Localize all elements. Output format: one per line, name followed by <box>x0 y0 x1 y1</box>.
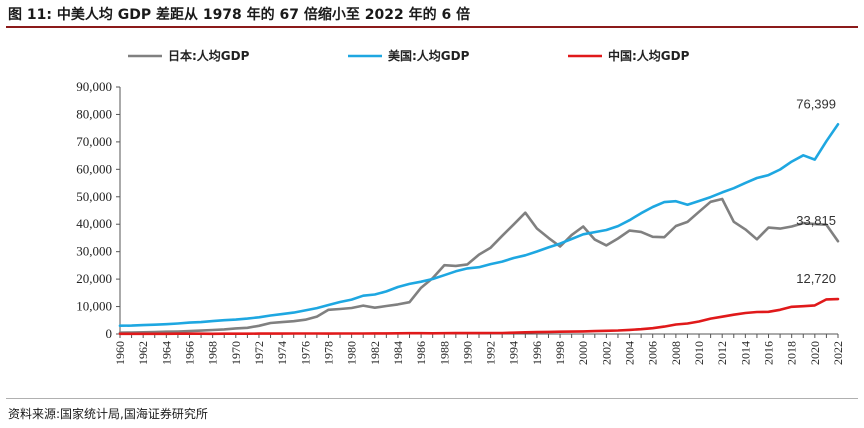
x-tick-label: 1970 <box>229 341 243 365</box>
x-tick-label: 1998 <box>553 341 567 365</box>
x-tick-label: 2020 <box>808 341 822 365</box>
x-tick-label: 1986 <box>414 341 428 365</box>
axes: 0 10,000 20,000 30,000 40,000 50,000 60,000 70,… <box>76 79 845 365</box>
y-tick-label: 60,000 <box>76 161 112 176</box>
y-tick-label: 0 <box>106 326 113 341</box>
data-label-2: 12,720 <box>796 271 836 286</box>
x-tick-label: 1974 <box>275 341 289 365</box>
x-tick-label: 1988 <box>437 341 451 365</box>
y-tick-label: 50,000 <box>76 189 112 204</box>
x-tick-label: 2002 <box>599 341 613 365</box>
x-tick-label: 2000 <box>576 341 590 365</box>
series-line-2 <box>118 297 840 336</box>
x-tick-label: 1984 <box>391 341 405 365</box>
x-tick-label: 1982 <box>368 341 382 365</box>
y-tick-label: 70,000 <box>76 134 112 149</box>
x-tick-label: 1968 <box>206 341 220 365</box>
title-rule <box>6 26 858 28</box>
legend-label-0: 日本:人均GDP <box>168 48 250 63</box>
x-tick-label: 2014 <box>738 341 752 365</box>
x-tick-label: 2008 <box>669 341 683 365</box>
x-tick-label: 2004 <box>623 341 637 365</box>
figure-title: 图 11: 中美人均 GDP 差距从 1978 年的 67 倍缩小至 2022 … <box>8 7 471 23</box>
line-chart: 日本:人均GDP 美国:人均GDP 中国:人均GDP 0 10,000 20,000 30… <box>76 48 845 365</box>
legend-label-2: 中国:人均GDP <box>608 48 690 63</box>
y-tick-label: 80,000 <box>76 106 112 121</box>
x-tick-label: 1972 <box>252 341 266 365</box>
y-tick-label: 90,000 <box>76 79 112 94</box>
x-tick-label: 1962 <box>136 341 150 365</box>
y-tick-label: 30,000 <box>76 244 112 259</box>
y-tick-label: 40,000 <box>76 216 112 231</box>
x-tick-label: 1980 <box>345 341 359 365</box>
x-tick-label: 1996 <box>530 341 544 365</box>
x-tick-label: 1976 <box>298 341 312 365</box>
y-tick-label: 20,000 <box>76 271 112 286</box>
data-labels: 33,815 76,399 12,720 <box>796 96 836 286</box>
x-tick-label: 1966 <box>182 341 196 365</box>
x-tick-label: 2010 <box>692 341 706 365</box>
x-tick-label: 2016 <box>762 341 776 365</box>
data-label-1: 76,399 <box>796 96 836 111</box>
x-tick-label: 1990 <box>460 341 474 365</box>
legend: 日本:人均GDP 美国:人均GDP 中国:人均GDP <box>128 48 690 63</box>
series-lines <box>118 123 840 336</box>
x-tick-label: 2022 <box>831 341 845 365</box>
series-line-0 <box>118 197 840 335</box>
source-note: 资料来源:国家统计局,国海证券研究所 <box>8 407 208 421</box>
x-tick-label: 2018 <box>785 341 799 365</box>
x-tick-label: 1960 <box>113 341 127 365</box>
x-tick-label: 1978 <box>321 341 335 365</box>
x-tick-label: 1992 <box>484 341 498 365</box>
series-line-1 <box>118 123 840 328</box>
x-tick-label: 1994 <box>507 341 521 365</box>
x-tick-label: 1964 <box>159 341 173 365</box>
legend-label-1: 美国:人均GDP <box>388 48 470 63</box>
source-rule <box>6 398 858 399</box>
data-label-0: 33,815 <box>796 213 836 228</box>
x-tick-label: 2012 <box>715 341 729 365</box>
x-tick-label: 2006 <box>646 341 660 365</box>
y-tick-label: 10,000 <box>76 299 112 314</box>
